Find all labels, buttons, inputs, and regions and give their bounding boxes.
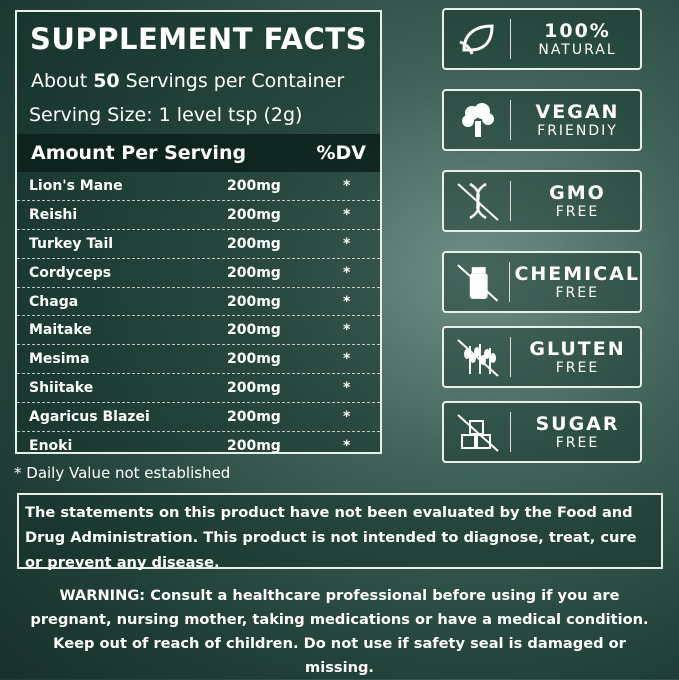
badge-icon	[459, 24, 494, 55]
badge-text: 100% NATURAL	[515, 20, 640, 58]
dv: *	[343, 177, 351, 194]
ingredient: Turkey Tail	[29, 235, 114, 252]
badge-icon	[457, 414, 499, 452]
amount: 200mg	[227, 351, 281, 368]
facts-title: SUPPLEMENT FACTS	[30, 22, 367, 56]
rows: Lion's Mane 200mg * Reishi 200mg * Turkey Tail…	[17, 172, 380, 460]
servings: About 50 Servings per Container	[31, 70, 380, 92]
amount: 200mg	[227, 409, 281, 426]
badge-icon	[462, 103, 494, 137]
badge: SUGAR FREE	[442, 401, 642, 463]
amount: 200mg	[227, 264, 281, 281]
dv: *	[343, 293, 351, 310]
badge-divider	[510, 337, 511, 377]
badge: GLUTEN FREE	[442, 326, 642, 388]
header-dv: %DV	[316, 142, 366, 164]
dv: *	[343, 264, 351, 281]
badge-icon	[457, 182, 499, 221]
badge-line1: VEGAN	[535, 101, 620, 123]
ingredient: Agaricus Blazei	[29, 409, 150, 426]
badge-line1: GMO	[549, 182, 606, 204]
badge: GMO FREE	[442, 170, 642, 232]
dv: *	[343, 351, 351, 368]
badge-line2: FREE	[555, 435, 600, 451]
ingredient: Mesima	[29, 351, 90, 368]
footnote: * Daily Value not established	[14, 464, 231, 482]
table-row: Cordyceps 200mg *	[17, 259, 380, 288]
amount: 200mg	[227, 437, 281, 454]
badge-line1: GLUTEN	[529, 338, 626, 360]
table-row: Mesima 200mg *	[17, 345, 380, 375]
dv: *	[343, 437, 351, 454]
dv: *	[343, 206, 351, 223]
ingredient: Maitake	[29, 322, 92, 339]
badge-line2: NATURAL	[538, 42, 617, 58]
badge-line2: FREE	[555, 204, 600, 220]
table-row: Reishi 200mg *	[17, 201, 380, 230]
facts-panel: SUPPLEMENT FACTS About 50 Servings per Con…	[15, 10, 382, 454]
servings-count: 50	[93, 70, 120, 92]
dv: *	[343, 380, 351, 397]
amount: 200mg	[227, 177, 281, 194]
warning: WARNING: Consult a healthcare profession…	[20, 584, 659, 680]
serving-size: Serving Size: 1 level tsp (2g)	[29, 104, 303, 126]
ingredient: Chaga	[29, 293, 79, 310]
table-row: Turkey Tail 200mg *	[17, 230, 380, 259]
servings-before: About	[31, 70, 88, 92]
ingredient: Lion's Mane	[29, 177, 123, 194]
ingredient: Reishi	[29, 206, 78, 223]
badge: 100% NATURAL	[442, 8, 642, 70]
badge: VEGAN FRIENDIY	[442, 89, 642, 151]
ingredient: Cordyceps	[29, 264, 112, 281]
amount: 200mg	[227, 380, 281, 397]
badge-text: SUGAR FREE	[515, 413, 640, 451]
disclaimer: The statements on this product have not …	[17, 493, 663, 571]
badge-text: GMO FREE	[515, 182, 640, 220]
table-row: Enoki 200mg *	[17, 432, 380, 460]
badge-line1: CHEMICAL	[514, 263, 640, 285]
warning-text: Consult a healthcare professional before…	[30, 587, 649, 676]
amount: 200mg	[227, 293, 281, 310]
badge-line2: FREE	[555, 285, 599, 301]
dv: *	[343, 322, 351, 339]
ingredient: Enoki	[29, 437, 73, 454]
table-header: Amount Per Serving %DV	[17, 134, 380, 172]
badge-line1: SUGAR	[535, 413, 620, 435]
badge: CHEMICAL FREE	[442, 251, 642, 313]
table-row: Agaricus Blazei 200mg *	[17, 403, 380, 433]
badge-text: VEGAN FRIENDIY	[515, 101, 640, 139]
badge-divider	[510, 100, 511, 140]
badge-line2: FREE	[555, 360, 600, 376]
dv: *	[343, 235, 351, 252]
dv: *	[343, 409, 351, 426]
badge-icon	[457, 339, 499, 377]
servings-after: Servings per Container	[125, 70, 345, 92]
table-row: Shiitake 200mg *	[17, 374, 380, 404]
badge-text: GLUTEN FREE	[515, 338, 640, 376]
badge-icon	[457, 264, 499, 302]
table-row: Chaga 200mg *	[17, 288, 380, 317]
badge-divider	[509, 262, 511, 302]
table-row: Lion's Mane 200mg *	[17, 172, 380, 201]
amount: 200mg	[227, 206, 281, 223]
table-row: Maitake 200mg *	[17, 316, 380, 346]
header-amount: Amount Per Serving	[31, 142, 247, 164]
badge-line1: 100%	[544, 20, 611, 42]
badge-divider	[510, 412, 511, 452]
badge-divider	[510, 19, 511, 59]
amount: 200mg	[227, 322, 281, 339]
warning-label: WARNING:	[59, 587, 146, 604]
amount: 200mg	[227, 235, 281, 252]
badge-divider	[510, 181, 511, 221]
badge-line2: FRIENDIY	[537, 123, 618, 139]
badge-text: CHEMICAL FREE	[514, 263, 640, 301]
ingredient: Shiitake	[29, 380, 94, 397]
